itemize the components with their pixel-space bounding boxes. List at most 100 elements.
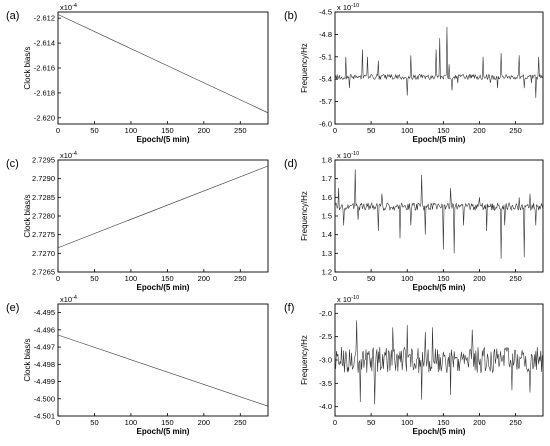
y-exponent: -10	[351, 295, 359, 301]
y-tick-label: -4.498	[34, 360, 55, 369]
series-line	[57, 14, 269, 114]
x-tick-label: 150	[437, 126, 450, 135]
chart-panel: (a) x10-4 0 50 100 150 200 250 -2.612 -2.614 -2.61…	[6, 3, 269, 144]
x-tick-label: 200	[198, 418, 211, 427]
y-tick-label: -4.0	[319, 402, 332, 411]
panel-label: (f)	[284, 302, 294, 314]
x-tick-label: 200	[473, 418, 486, 427]
y-exponent: -4	[72, 295, 77, 301]
y-axis-label: Clock bias/s	[23, 338, 32, 381]
x-tick-label: 250	[509, 274, 522, 283]
x-axis-label: Epoch/(5 min)	[413, 135, 466, 144]
x-tick-label: 0	[56, 418, 60, 427]
y-tick-label: 2.7270	[32, 249, 55, 258]
x-tick-label: 50	[90, 418, 98, 427]
series-line	[334, 320, 544, 405]
plot-frame	[57, 11, 269, 125]
x-tick-label: 0	[333, 274, 337, 283]
x-tick-label: 150	[161, 274, 174, 283]
y-axis-label: Frequency/Hz	[300, 191, 309, 241]
y-multiplier: x 10-10	[337, 295, 359, 304]
y-tick-label: 1.4	[322, 230, 332, 239]
x-tick-label: 200	[198, 274, 211, 283]
x-axis-label: Epoch/(5 min)	[137, 427, 190, 436]
y-tick-label: 1.7	[322, 174, 332, 183]
x-tick-label: 200	[473, 274, 486, 283]
plot-frame	[334, 11, 544, 125]
y-tick-label: -2.616	[34, 64, 55, 73]
y-tick-label: 2.7265	[32, 268, 55, 277]
y-tick-label: -2.618	[34, 88, 55, 97]
y-tick-label: -2.5	[319, 332, 332, 341]
chart-panel: (f) x 10-10 0 50 100 150 200 250 -2.0 -2.5 -3.0 -3.…	[284, 295, 544, 436]
y-tick-label: -4.8	[319, 30, 332, 39]
y-tick-label: -4.501	[34, 412, 55, 421]
y-exponent: -10	[351, 3, 359, 9]
x-tick-label: 250	[509, 126, 522, 135]
y-exponent: -4	[72, 151, 77, 157]
x-tick-label: 50	[367, 418, 375, 427]
y-axis-label: Clock bias/s	[23, 194, 32, 237]
y-multiplier: x10-4	[60, 3, 77, 12]
y-multiplier: x 10-10	[337, 151, 359, 160]
x-tick-label: 0	[333, 126, 337, 135]
plot-frame	[334, 159, 544, 273]
chart-panel: (e) x10-4 0 50 100 150 200 250 -4.495 -4.496 -4.49…	[6, 295, 269, 436]
y-exponent: -4	[72, 3, 77, 9]
x-axis-label: Epoch/(5 min)	[137, 135, 190, 144]
panel-label: (d)	[284, 158, 297, 170]
panel-label: (e)	[6, 302, 19, 314]
y-tick-label: -2.614	[34, 39, 55, 48]
y-tick-label: -4.497	[34, 343, 55, 352]
x-tick-label: 150	[161, 418, 174, 427]
x-tick-label: 50	[367, 274, 375, 283]
series-line	[57, 334, 269, 407]
x-tick-label: 100	[125, 418, 138, 427]
panel-label: (b)	[284, 10, 297, 22]
x-tick-label: 0	[56, 126, 60, 135]
y-tick-label: 2.7290	[32, 174, 55, 183]
chart-panel: (c) x10-4 0 50 100 150 200 250 2.7265 2.7270 2.727…	[6, 151, 269, 292]
x-tick-label: 50	[90, 274, 98, 283]
x-axis-label: Epoch/(5 min)	[413, 427, 466, 436]
chart-panel: (b) x 10-10 0 50 100 150 200 250 -4.5 -4.8 -5.1 -5.…	[284, 3, 544, 144]
x-tick-label: 250	[234, 274, 247, 283]
x-tick-label: 100	[401, 418, 414, 427]
panel-label: (a)	[6, 10, 19, 22]
x-tick-label: 100	[401, 274, 414, 283]
x-axis-label: Epoch/(5 min)	[413, 283, 466, 292]
y-tick-label: -4.499	[34, 377, 55, 386]
y-multiplier: x10-4	[60, 295, 77, 304]
chart-panel: (d) x 10-10 0 50 100 150 200 250 1.2 1.3 1.4 1.5 1.6…	[284, 151, 544, 292]
series-line	[334, 26, 544, 98]
y-tick-label: -4.5	[319, 8, 332, 17]
y-tick-label: 1.6	[322, 193, 332, 202]
series-line	[57, 165, 269, 249]
y-tick-label: -4.496	[34, 325, 55, 334]
x-tick-label: 100	[125, 274, 138, 283]
y-exponent: -10	[351, 151, 359, 157]
y-tick-label: -5.4	[319, 75, 332, 84]
x-tick-label: 0	[333, 418, 337, 427]
plot-frame	[57, 159, 269, 273]
y-tick-label: -2.620	[34, 113, 55, 122]
y-tick-label: 2.7295	[32, 156, 55, 165]
y-tick-label: -2.0	[319, 309, 332, 318]
y-tick-label: -4.495	[34, 308, 55, 317]
y-multiplier: x10-4	[60, 151, 77, 160]
x-tick-label: 150	[161, 126, 174, 135]
y-tick-label: -3.5	[319, 379, 332, 388]
y-tick-label: -2.612	[34, 14, 55, 23]
x-tick-label: 200	[198, 126, 211, 135]
y-tick-label: 1.3	[322, 249, 332, 258]
y-axis-label: Frequency/Hz	[300, 43, 309, 93]
y-tick-label: 2.7275	[32, 230, 55, 239]
x-tick-label: 250	[234, 418, 247, 427]
y-tick-label: 1.2	[322, 268, 332, 277]
series-line	[334, 169, 544, 259]
y-axis-label: Frequency/Hz	[300, 335, 309, 385]
y-tick-label: 2.7280	[32, 212, 55, 221]
y-axis-label: Clock bias/s	[23, 46, 32, 89]
y-tick-label: 2.7285	[32, 193, 55, 202]
